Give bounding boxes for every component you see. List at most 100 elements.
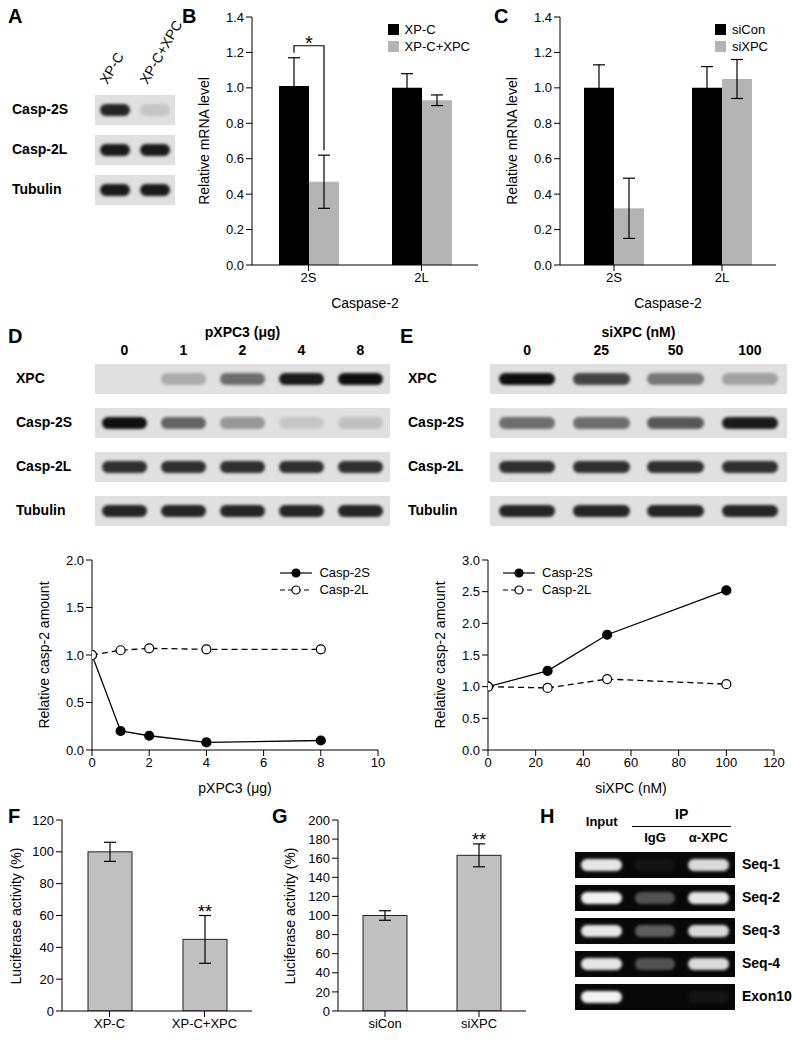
svg-text:80: 80	[40, 876, 54, 891]
html-text:Casp-2S: Casp-2S	[408, 414, 464, 430]
html-text:Seq-3: Seq-3	[742, 922, 781, 938]
svg-text:pXPC3 (μg): pXPC3 (μg)	[198, 780, 271, 796]
svg-text:0.6: 0.6	[534, 151, 552, 166]
svg-text:0.4: 0.4	[226, 187, 244, 202]
svg-text:2.0: 2.0	[462, 616, 480, 631]
html-text:Seq-4: Seq-4	[742, 955, 781, 971]
html-text:Casp-2L: Casp-2L	[16, 458, 72, 474]
html-text:siXPC (nM): siXPC (nM)	[601, 324, 676, 340]
svg-text:4: 4	[203, 755, 210, 770]
svg-text:Caspase-2: Caspase-2	[634, 295, 702, 311]
svg-text:0.0: 0.0	[66, 743, 84, 758]
svg-text:100: 100	[308, 908, 330, 923]
svg-text:1.0: 1.0	[534, 80, 552, 95]
html-text:Relative casp-2 amount: Relative casp-2 amount	[36, 581, 52, 729]
svg-text:80: 80	[316, 927, 330, 942]
svg-text:2L: 2L	[414, 270, 428, 285]
svg-text:0.2: 0.2	[226, 222, 244, 237]
svg-text:0.8: 0.8	[534, 116, 552, 131]
svg-text:2: 2	[146, 755, 153, 770]
svg-text:8: 8	[317, 755, 324, 770]
svg-text:XP-C+XPC: XP-C+XPC	[172, 1016, 237, 1031]
svg-text:2L: 2L	[715, 270, 729, 285]
html-text:25: 25	[593, 342, 610, 358]
html-text:Relative mRNA level: Relative mRNA level	[504, 77, 520, 205]
svg-text:1.0: 1.0	[462, 679, 480, 694]
svg-text:60: 60	[316, 946, 330, 961]
svg-text:20: 20	[316, 985, 330, 1000]
svg-text:siCon: siCon	[368, 1016, 401, 1031]
html-text:Casp-2L: Casp-2L	[408, 458, 464, 474]
html-text:Exon10: Exon10	[742, 988, 792, 1004]
html-text:Tubulin: Tubulin	[16, 502, 66, 518]
html-text:Casp-2S: Casp-2S	[12, 101, 68, 117]
svg-text:1.5: 1.5	[66, 600, 84, 615]
html-text:Casp-2S: Casp-2S	[16, 414, 72, 430]
svg-text:0.0: 0.0	[534, 258, 552, 273]
svg-text:1.0: 1.0	[66, 648, 84, 663]
svg-text:20: 20	[528, 755, 542, 770]
svg-text:100: 100	[715, 755, 737, 770]
html-text:100: 100	[738, 342, 762, 358]
svg-text:0.4: 0.4	[534, 187, 552, 202]
svg-text:siXPC: siXPC	[461, 1016, 497, 1031]
svg-text:6: 6	[260, 755, 267, 770]
html-text:Seq-1: Seq-1	[742, 856, 781, 872]
html-text:XP-C+XPC: XP-C+XPC	[136, 17, 186, 87]
svg-text:1.0: 1.0	[226, 80, 244, 95]
svg-text:2.0: 2.0	[66, 553, 84, 568]
svg-text:1.4: 1.4	[226, 10, 244, 25]
svg-text:0.0: 0.0	[462, 743, 480, 758]
svg-text:0: 0	[47, 1004, 54, 1019]
svg-text:0.6: 0.6	[226, 151, 244, 166]
html-text:XPC: XPC	[16, 370, 45, 386]
svg-text:60: 60	[624, 755, 638, 770]
html-text:pXPC3 (μg): pXPC3 (μg)	[204, 324, 281, 340]
svg-text:40: 40	[316, 965, 330, 980]
html-text:Luciferase activity (%): Luciferase activity (%)	[8, 847, 24, 984]
svg-text:40: 40	[40, 940, 54, 955]
html-text:50: 50	[667, 342, 684, 358]
svg-text:Caspase-2: Caspase-2	[331, 295, 399, 311]
html-text:Relative mRNA level: Relative mRNA level	[196, 77, 212, 205]
svg-text:2S: 2S	[301, 270, 317, 285]
html-text:XP-C: XP-C	[96, 49, 127, 87]
html-text:Casp-2L: Casp-2L	[12, 141, 68, 157]
svg-text:0.5: 0.5	[462, 711, 480, 726]
svg-text:2S: 2S	[606, 270, 622, 285]
svg-text:180: 180	[308, 832, 330, 847]
svg-text:120: 120	[32, 813, 54, 828]
svg-text:20: 20	[40, 972, 54, 987]
svg-text:0: 0	[88, 755, 95, 770]
svg-text:0.0: 0.0	[226, 258, 244, 273]
html-text:Tubulin: Tubulin	[12, 181, 62, 197]
svg-text:1.5: 1.5	[462, 648, 480, 663]
svg-text:200: 200	[308, 813, 330, 828]
svg-text:1.2: 1.2	[534, 45, 552, 60]
svg-text:120: 120	[763, 755, 785, 770]
svg-text:0.5: 0.5	[66, 695, 84, 710]
svg-text:*: *	[305, 32, 313, 54]
html-text:Seq-2: Seq-2	[742, 889, 781, 905]
html-text:Tubulin: Tubulin	[408, 502, 458, 518]
svg-text:120: 120	[308, 889, 330, 904]
svg-text:2.5: 2.5	[462, 584, 480, 599]
svg-text:60: 60	[40, 908, 54, 923]
svg-text:140: 140	[308, 870, 330, 885]
html-text:Relative casp-2 amount: Relative casp-2 amount	[432, 581, 448, 729]
svg-text:siXPC (nM): siXPC (nM)	[595, 780, 667, 796]
svg-text:XP-C: XP-C	[94, 1016, 125, 1031]
svg-text:80: 80	[671, 755, 685, 770]
svg-text:10: 10	[371, 755, 385, 770]
svg-text:40: 40	[576, 755, 590, 770]
svg-text:1.2: 1.2	[226, 45, 244, 60]
svg-text:0.8: 0.8	[226, 116, 244, 131]
svg-text:1.4: 1.4	[534, 10, 552, 25]
svg-text:0: 0	[323, 1004, 330, 1019]
svg-text:160: 160	[308, 851, 330, 866]
svg-text:100: 100	[32, 844, 54, 859]
html-text:XPC: XPC	[408, 370, 437, 386]
svg-text:0: 0	[484, 755, 491, 770]
svg-text:3.0: 3.0	[462, 553, 480, 568]
svg-text:0.2: 0.2	[534, 222, 552, 237]
